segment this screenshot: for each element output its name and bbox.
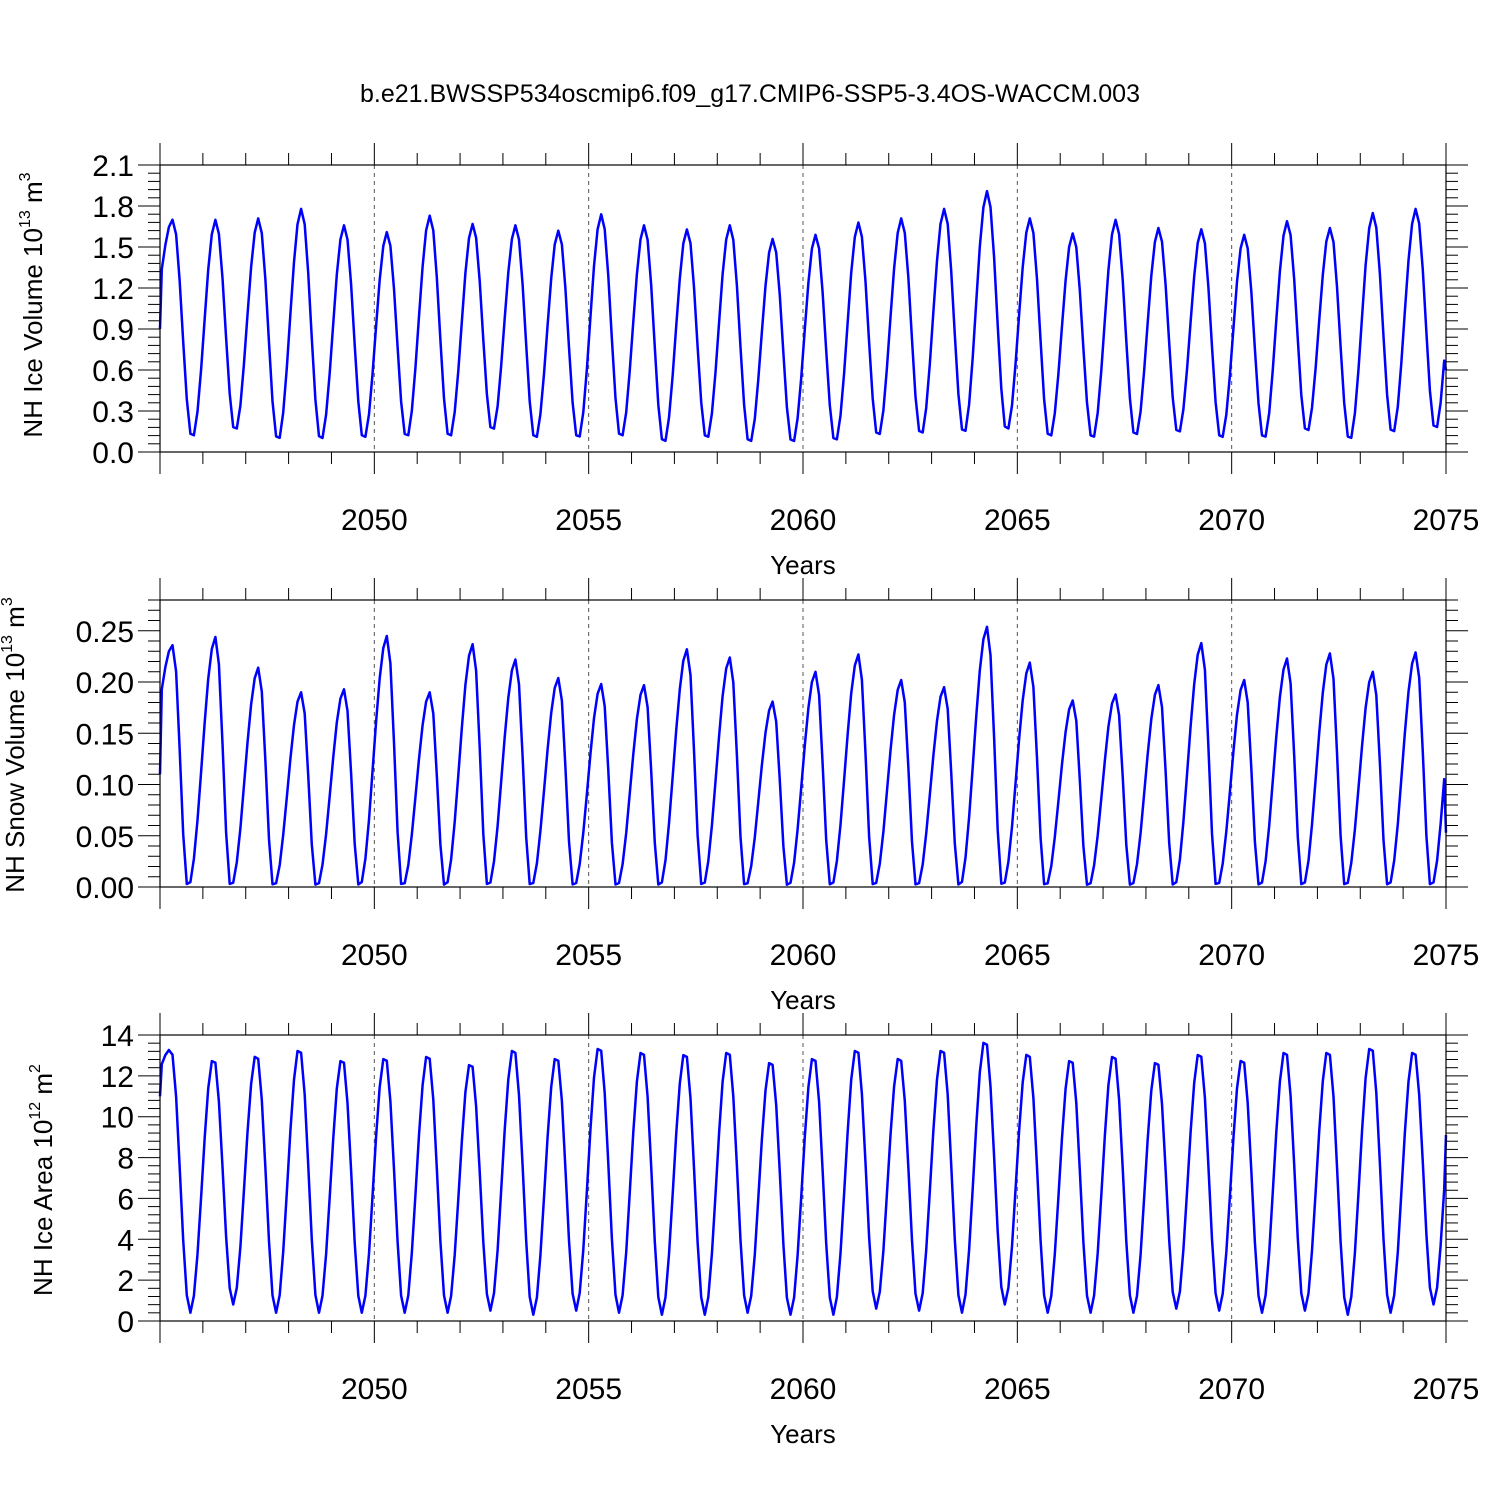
- x-tick-label: 2055: [555, 1373, 622, 1406]
- y-tick-label: 2.1: [92, 150, 134, 183]
- y-tick-label: 0.00: [76, 872, 134, 905]
- x-tick-label: 2050: [341, 939, 408, 972]
- x-tick-label: 2070: [1198, 1373, 1265, 1406]
- x-axis-title: Years: [770, 550, 836, 580]
- y-tick-label: 4: [117, 1224, 134, 1257]
- series-line-ice-area: [158, 1041, 1448, 1316]
- x-tick-label: 2050: [341, 504, 408, 537]
- y-tick-label: 1.8: [92, 191, 134, 224]
- x-tick-label: 2060: [770, 504, 837, 537]
- x-tick-label: 2065: [984, 504, 1051, 537]
- x-tick-label: 2055: [555, 504, 622, 537]
- y-tick-label: 8: [117, 1143, 134, 1176]
- panels-container: 0.0 0.3 0.6 0.9 1.2 1.5 1.8 2.1 2050 2055 2060 2065…: [0, 143, 1479, 1449]
- x-tick-label: 2070: [1198, 939, 1265, 972]
- x-axis-title: Years: [770, 985, 836, 1015]
- y-tick-label: 6: [117, 1183, 134, 1216]
- x-tick-label: 2060: [770, 939, 837, 972]
- y-tick-label: 10: [101, 1102, 134, 1135]
- x-tick-label: 2060: [770, 1373, 837, 1406]
- y-axis-title: NH Ice Volume 1013 m3: [17, 172, 48, 437]
- y-tick-label: 0: [117, 1306, 134, 1339]
- x-tick-label: 2050: [341, 1373, 408, 1406]
- y-tick-label: 1.5: [92, 232, 134, 265]
- y-tick-label: 0.15: [76, 718, 134, 751]
- x-tick-label: 2075: [1413, 1373, 1480, 1406]
- y-tick-label: 0.05: [76, 821, 134, 854]
- y-tick-label: 0.0: [92, 437, 134, 470]
- y-tick-label: 0.25: [76, 616, 134, 649]
- series-line-ice-volume: [158, 189, 1448, 443]
- y-tick-label: 0.10: [76, 770, 134, 803]
- y-tick-label: 12: [101, 1061, 134, 1094]
- figure-title: b.e21.BWSSP534oscmip6.f09_g17.CMIP6-SSP5…: [360, 80, 1140, 108]
- x-tick-label: 2055: [555, 939, 622, 972]
- x-axis-title: Years: [770, 1419, 836, 1449]
- x-tick-label: 2070: [1198, 504, 1265, 537]
- y-tick-label: 2: [117, 1265, 134, 1298]
- x-tick-label: 2075: [1413, 939, 1480, 972]
- y-axis-title: NH Ice Area 1012 m2: [27, 1064, 58, 1296]
- y-tick-label: 0.9: [92, 314, 134, 347]
- y-tick-label: 0.3: [92, 396, 134, 429]
- x-tick-label: 2075: [1413, 504, 1480, 537]
- x-tick-label: 2065: [984, 939, 1051, 972]
- y-tick-label: 0.20: [76, 667, 134, 700]
- x-tick-label: 2065: [984, 1373, 1051, 1406]
- panel-snow-volume: 0.00 0.05 0.10 0.15 0.20 0.25 2050 2055 2060 2065…: [0, 578, 1479, 1015]
- panel-ice-volume: 0.0 0.3 0.6 0.9 1.2 1.5 1.8 2.1 2050 2055 2060 2065…: [17, 143, 1479, 580]
- panel-ice-area: 0 2 4 6 8 10 12 14 2050 2055 2060 2065 2070 2075 Years…: [27, 1013, 1479, 1449]
- y-tick-label: 1.2: [92, 273, 134, 306]
- y-tick-label: 0.6: [92, 355, 134, 388]
- y-tick-label: 14: [101, 1020, 134, 1053]
- y-axis-title: NH Snow Volume 1013 m3: [0, 597, 30, 893]
- series-line-snow-volume: [158, 625, 1448, 886]
